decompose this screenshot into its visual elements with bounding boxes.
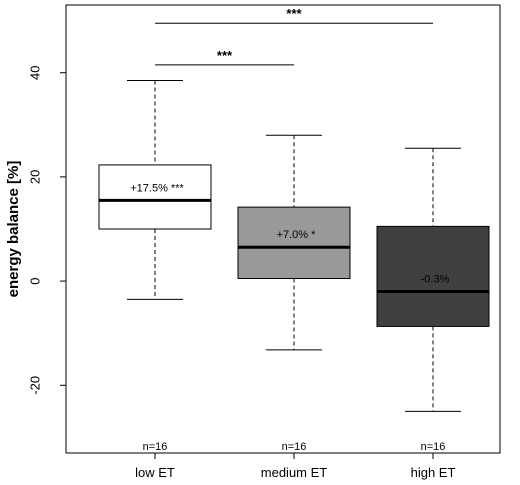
significance-label: *** bbox=[217, 48, 233, 63]
box-low-et: +17.5% *** n=16 bbox=[98, 80, 212, 453]
n-label: n=16 bbox=[143, 441, 168, 453]
y-tick-label: 0 bbox=[27, 277, 42, 284]
box-medium-et: +7.0% * n=16 bbox=[237, 134, 351, 453]
box-annotation: -0.3% bbox=[421, 274, 450, 286]
n-label: n=16 bbox=[282, 441, 307, 453]
y-axis: -20 0 20 40 bbox=[27, 65, 66, 395]
box-group: +17.5% *** n=16 +7.0% * n=16 -0.3% n=16 bbox=[98, 80, 490, 453]
box-annotation: +17.5% *** bbox=[130, 182, 184, 194]
x-tick-label: high ET bbox=[411, 465, 456, 480]
y-axis-label: energy balance [%] bbox=[5, 161, 22, 298]
box-body bbox=[98, 164, 212, 230]
x-tick-label: low ET bbox=[135, 465, 175, 480]
box-annotation: +7.0% * bbox=[277, 229, 317, 241]
y-tick-label: -20 bbox=[27, 376, 42, 395]
box-body bbox=[237, 206, 351, 279]
plot-frame bbox=[65, 4, 501, 454]
box-high-et: -0.3% n=16 bbox=[376, 147, 490, 453]
n-label: n=16 bbox=[421, 441, 446, 453]
x-axis: low ET medium ET high ET bbox=[135, 453, 455, 480]
significance-label: *** bbox=[286, 6, 302, 21]
significance-brackets: *** *** bbox=[155, 6, 433, 66]
box-body bbox=[376, 225, 490, 327]
y-tick-label: 40 bbox=[27, 65, 42, 79]
x-tick-label: medium ET bbox=[261, 465, 328, 480]
y-tick-label: 20 bbox=[27, 170, 42, 184]
